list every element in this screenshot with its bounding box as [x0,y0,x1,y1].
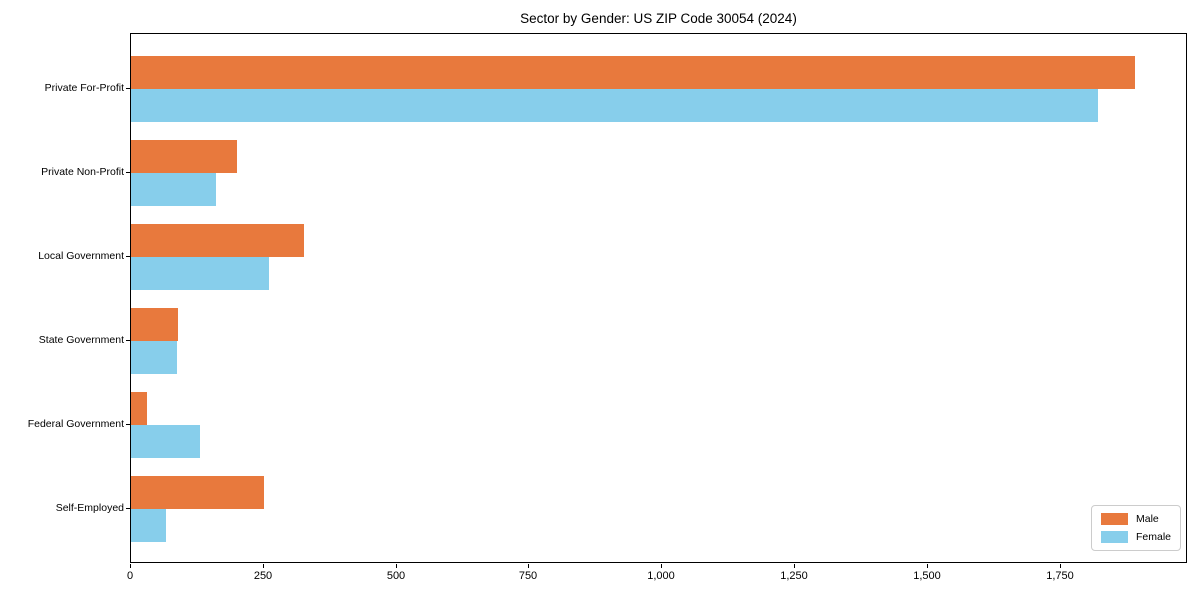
x-tick-label-750: 750 [518,570,538,582]
bar-state-government-male [131,308,178,341]
legend-swatch-female [1100,531,1128,543]
x-tick-label-250: 250 [253,570,273,582]
x-tick-mark-1750 [1060,564,1061,568]
y-tick-mark-federal-government [126,424,130,425]
bar-local-government-male [131,224,304,257]
x-tick-mark-500 [396,564,397,568]
x-tick-label-1750: 1,750 [1046,570,1074,582]
x-tick-label-1250: 1,250 [780,570,808,582]
y-tick-label-state-government: State Government [38,333,124,346]
x-tick-mark-750 [528,564,529,568]
bar-private-non-profit-male [131,140,237,173]
x-tick-mark-1500 [927,564,928,568]
bar-private-for-profit-male [131,56,1135,89]
legend-item-male: Male [1100,513,1171,525]
x-tick-label-500: 500 [386,570,406,582]
y-tick-mark-state-government [126,340,130,341]
x-tick-label-0: 0 [126,570,134,582]
bar-self-employed-male [131,476,264,509]
x-tick-mark-1000 [661,564,662,568]
legend-label-female: Female [1135,531,1171,543]
x-tick-label-1500: 1,500 [913,570,941,582]
plot-area: Male Female [130,33,1187,563]
y-tick-label-private-for-profit: Private For-Profit [44,81,124,94]
bar-federal-government-female [131,425,200,458]
legend: Male Female [1090,505,1181,551]
y-tick-label-private-non-profit: Private Non-Profit [41,165,124,178]
x-tick-mark-0 [130,564,131,568]
bar-local-government-female [131,257,269,290]
x-tick-mark-250 [263,564,264,568]
x-tick-mark-1250 [794,564,795,568]
bar-self-employed-female [131,509,166,542]
bar-private-non-profit-female [131,173,216,206]
y-tick-label-federal-government: Federal Government [27,417,124,430]
y-tick-mark-self-employed [126,508,130,509]
bar-federal-government-male [131,392,147,425]
bar-state-government-female [131,341,177,374]
bar-private-for-profit-female [131,89,1098,122]
legend-label-male: Male [1135,513,1159,525]
y-tick-label-local-government: Local Government [38,249,124,262]
legend-swatch-male [1100,513,1128,525]
y-tick-mark-private-for-profit [126,88,130,89]
y-tick-mark-private-non-profit [126,172,130,173]
legend-item-female: Female [1100,531,1171,543]
chart-title: Sector by Gender: US ZIP Code 30054 (202… [520,11,797,26]
y-tick-label-self-employed: Self-Employed [55,501,124,514]
x-tick-label-1000: 1,000 [647,570,675,582]
y-tick-mark-local-government [126,256,130,257]
